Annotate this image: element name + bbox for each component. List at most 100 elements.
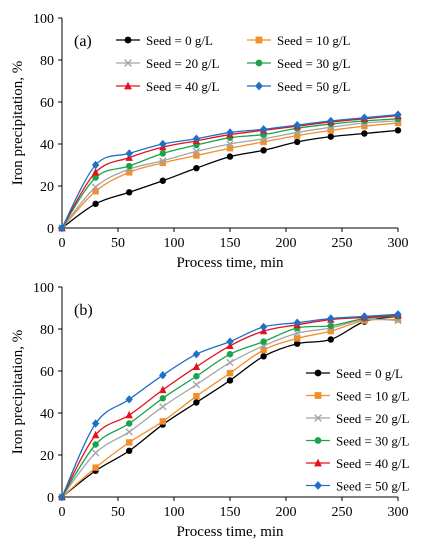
data-point-stroke-b <box>192 380 201 389</box>
legend-entry: Seed = 10 g/L <box>306 389 409 404</box>
data-point <box>125 395 133 404</box>
x-tick-label: 0 <box>59 505 66 520</box>
data-point <box>327 133 334 140</box>
legend-label: Seed = 40 g/L <box>146 79 219 94</box>
legend-entry: Seed = 40 g/L <box>116 79 219 94</box>
data-point <box>91 160 100 170</box>
data-point <box>92 188 99 195</box>
legend-marker <box>314 437 322 444</box>
data-point <box>91 183 100 191</box>
data-point <box>92 464 99 471</box>
data-point-stroke-b <box>159 157 167 165</box>
data-point <box>91 168 100 176</box>
y-axis-title: Iron precipitation, % <box>10 61 26 186</box>
data-point <box>394 110 402 119</box>
data-point <box>226 337 234 346</box>
data-point <box>159 139 167 149</box>
data-point <box>327 336 334 343</box>
series-0 <box>58 127 402 232</box>
legend-label: Seed = 30 g/L <box>277 56 350 71</box>
y-tick-label: 80 <box>40 323 54 338</box>
y-tick-label: 20 <box>40 449 54 464</box>
data-point <box>192 147 201 156</box>
data-point-stroke-b <box>159 403 167 411</box>
data-point-stroke-b <box>226 140 234 148</box>
y-tick-label: 100 <box>33 12 54 27</box>
data-point <box>360 312 369 321</box>
data-point <box>159 403 167 411</box>
data-point <box>126 447 133 454</box>
legend-marker <box>124 59 132 67</box>
y-tick-label: 0 <box>47 491 54 506</box>
data-point <box>260 353 267 360</box>
panel-label: (b) <box>74 302 93 319</box>
data-point <box>159 150 166 157</box>
data-point <box>361 130 368 137</box>
data-point <box>327 116 335 126</box>
data-point-stroke-b <box>293 329 301 337</box>
legend-marker <box>314 369 322 377</box>
data-point <box>193 393 200 400</box>
x-tick-label: 200 <box>276 505 297 520</box>
legend-label: Seed = 10 g/L <box>336 389 409 404</box>
data-point <box>58 223 66 233</box>
data-point <box>159 385 167 394</box>
legend-entry: Seed = 40 g/L <box>306 456 409 471</box>
data-point <box>193 164 200 172</box>
data-point <box>159 157 167 165</box>
data-point <box>293 120 301 130</box>
data-point <box>125 428 133 436</box>
legend-marker <box>314 481 322 490</box>
data-point-stroke-b <box>125 428 133 436</box>
legend-entry: Seed = 10 g/L <box>247 33 350 48</box>
data-point <box>361 122 368 130</box>
data-point <box>259 322 268 332</box>
legend-label: Seed = 10 g/L <box>277 33 350 48</box>
data-point <box>159 371 167 380</box>
data-point <box>394 119 402 127</box>
data-point <box>193 399 200 406</box>
data-point <box>126 439 133 446</box>
data-point <box>159 159 166 167</box>
data-point <box>226 377 234 384</box>
y-tick-label: 20 <box>40 180 54 195</box>
legend-entry: Seed = 0 g/L <box>116 33 213 48</box>
data-point <box>125 149 133 158</box>
legend-entry: Seed = 50 g/L <box>306 479 409 494</box>
series-line <box>61 129 399 229</box>
legend-marker-stroke-b <box>314 414 322 422</box>
x-tick-label: 0 <box>59 236 66 251</box>
x-tick-label: 300 <box>388 505 409 520</box>
data-point <box>91 449 100 457</box>
y-tick-label: 60 <box>40 365 54 380</box>
data-point <box>394 127 402 134</box>
data-point <box>192 362 201 370</box>
x-tick-label: 150 <box>220 505 241 520</box>
x-tick-label: 150 <box>220 236 241 251</box>
data-point <box>260 338 267 345</box>
data-point <box>294 340 301 347</box>
data-point <box>126 420 133 427</box>
data-point-stroke-b <box>192 147 201 156</box>
data-point <box>92 441 99 448</box>
panel-label: (a) <box>74 33 92 50</box>
legend-marker <box>124 81 132 90</box>
data-point <box>192 134 201 143</box>
data-point <box>327 314 335 323</box>
data-point <box>193 152 200 159</box>
legend-entry: Seed = 30 g/L <box>247 56 350 71</box>
data-point-stroke-b <box>91 449 100 457</box>
x-tick-label: 200 <box>276 236 297 251</box>
data-point-stroke-b <box>226 358 234 367</box>
data-point <box>260 147 267 154</box>
legend-entry: Seed = 30 g/L <box>306 434 409 449</box>
chart-panel-a: 0 20 40 60 80 100 0 50 100 150 200 250 300 Process ti… <box>10 12 409 271</box>
data-point <box>327 327 334 335</box>
legend-marker <box>255 81 263 91</box>
data-point <box>360 113 369 122</box>
legend-marker <box>314 392 322 399</box>
legend-marker <box>124 36 132 44</box>
legend-marker <box>314 458 322 467</box>
data-point <box>126 189 133 196</box>
